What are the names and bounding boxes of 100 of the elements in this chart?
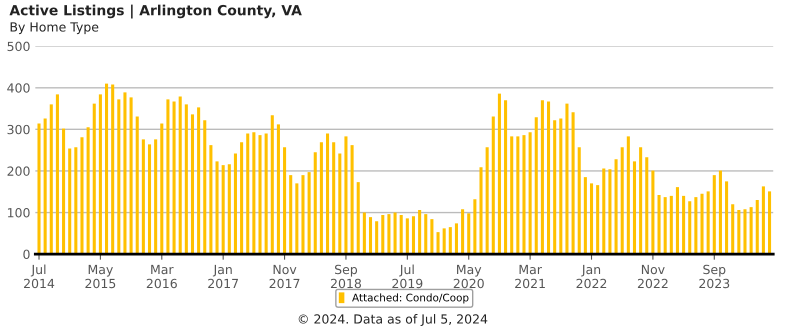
bar <box>86 127 90 254</box>
x-tick-label: Sep 2023 <box>699 264 730 288</box>
bar <box>750 207 753 254</box>
bar <box>584 177 587 254</box>
bar <box>670 196 673 254</box>
bar <box>658 195 661 254</box>
x-tick-label: Nov 2022 <box>638 264 668 288</box>
bar <box>522 135 526 254</box>
bar <box>240 142 244 254</box>
bar <box>387 214 390 254</box>
bar <box>234 153 237 254</box>
bar <box>148 144 152 254</box>
bar <box>154 139 158 254</box>
bar <box>123 92 126 254</box>
x-tick-label: Mar 2016 <box>146 264 177 288</box>
chart-subtitle: By Home Type <box>10 22 98 34</box>
bar <box>547 102 550 254</box>
bar <box>688 201 692 254</box>
x-tick-label: Jan 2022 <box>576 264 606 288</box>
bar <box>314 152 317 254</box>
bar <box>172 102 176 254</box>
bar <box>130 97 133 254</box>
bar <box>68 148 72 254</box>
bar <box>602 168 606 254</box>
bar <box>381 215 384 254</box>
y-tick-label: 400 <box>7 83 30 93</box>
bar <box>190 114 194 254</box>
bar <box>436 232 440 254</box>
bar <box>98 94 102 254</box>
y-tick-label: 100 <box>8 208 30 218</box>
bar <box>706 191 710 254</box>
x-tick-label: May 2015 <box>85 264 116 288</box>
bar <box>111 84 114 254</box>
bar <box>756 200 759 254</box>
bar <box>737 210 740 254</box>
bar <box>479 167 483 254</box>
bar <box>228 164 231 254</box>
bar <box>608 169 612 254</box>
bar <box>651 170 654 254</box>
bar <box>136 116 139 254</box>
text: © 2024. Data as of Jul 5, 2024 <box>298 314 488 326</box>
bar <box>590 183 594 254</box>
bar <box>725 181 728 254</box>
bar <box>534 117 538 254</box>
bar <box>492 116 495 254</box>
x-tick-label: Sep 2018 <box>330 264 362 288</box>
y-tick-label: 300 <box>8 124 30 134</box>
bar <box>578 147 581 254</box>
bar <box>743 209 747 254</box>
bar <box>510 136 514 254</box>
bar <box>283 147 286 254</box>
bar <box>639 147 642 254</box>
bar <box>553 120 556 254</box>
bar <box>768 191 772 254</box>
bar <box>142 139 145 254</box>
bar <box>375 221 378 254</box>
bar <box>394 212 397 254</box>
bar <box>289 175 292 254</box>
bar <box>197 107 200 254</box>
x-tick-label: May 2020 <box>454 264 484 288</box>
bar <box>424 214 428 254</box>
bar <box>676 187 679 254</box>
bar <box>344 136 348 254</box>
bar <box>56 94 59 254</box>
bar <box>565 104 568 254</box>
bar <box>264 134 268 254</box>
bar <box>308 172 311 254</box>
chart-title: Active Listings | Arlington County, VA <box>9 4 302 18</box>
bar <box>412 216 416 254</box>
bar <box>430 219 434 254</box>
bar <box>44 118 47 254</box>
bar <box>700 194 704 254</box>
bar <box>276 124 280 254</box>
bar <box>461 209 464 254</box>
bar <box>320 142 323 254</box>
bar <box>614 159 618 254</box>
x-tick-label: Jan 2017 <box>208 264 238 288</box>
bar <box>572 112 575 254</box>
bar <box>454 223 458 254</box>
bar <box>473 199 476 254</box>
bar <box>486 147 489 254</box>
bar <box>626 136 630 254</box>
bar <box>731 204 734 254</box>
bar <box>504 100 508 254</box>
bar <box>467 213 470 254</box>
bar <box>718 170 722 254</box>
bar <box>664 197 667 254</box>
bar <box>74 147 78 254</box>
bar <box>178 96 182 254</box>
bar <box>216 161 219 254</box>
bar <box>516 136 520 254</box>
bar <box>406 218 409 254</box>
x-tick-label: Jul 2014 <box>24 264 54 288</box>
bar <box>246 134 250 254</box>
bar <box>209 145 212 254</box>
bar <box>442 228 446 254</box>
bar <box>252 132 256 254</box>
bar <box>160 124 164 254</box>
bar <box>596 185 600 254</box>
bar <box>222 165 225 254</box>
